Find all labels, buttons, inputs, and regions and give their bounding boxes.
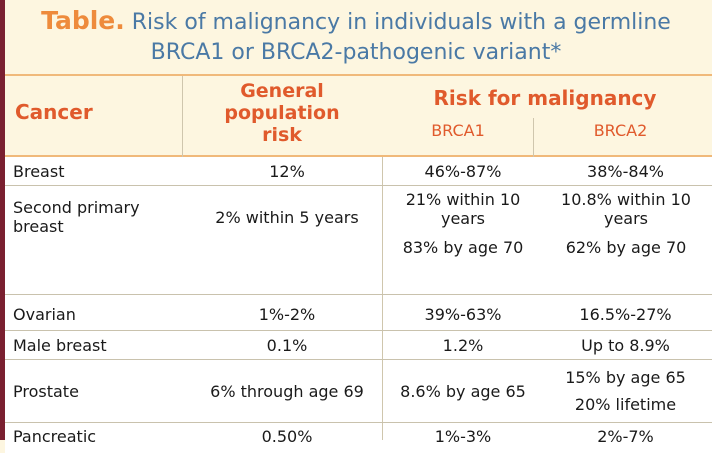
title-line-1: Table. Risk of malignancy in individuals… — [0, 6, 712, 38]
cell-general: 0.50% — [187, 423, 387, 453]
header-general-line-1: General — [240, 80, 324, 102]
cell-cancer: Second primary breast — [13, 198, 140, 236]
cell-cancer: Breast — [13, 161, 65, 181]
cell-text: 10.8% within 10 years — [561, 190, 691, 228]
cell-brca2: Up to 8.9% — [539, 331, 712, 359]
cell-text: 38%-84% — [587, 161, 664, 181]
cell-text: 62% by age 70 — [565, 238, 687, 257]
cell-cancer: Male breast — [13, 335, 107, 355]
cell-text: 2% within 5 years — [215, 208, 359, 227]
cell-text: 15% by age 65 — [565, 368, 686, 387]
title-text-1: Risk of malignancy in individuals with a… — [131, 10, 671, 35]
cell-text: 12% — [269, 161, 305, 181]
cell-general: 1%-2% — [187, 295, 387, 330]
cell-text: 39%-63% — [424, 305, 502, 324]
cell-cancer: Prostate — [13, 381, 79, 401]
header-general-population-risk: General population risk — [182, 80, 382, 146]
cell-brca1: 8.6% by age 65 — [388, 360, 538, 422]
title-lead: Table. — [41, 6, 125, 35]
cell-brca1: 39%-63% — [388, 295, 538, 330]
table-body: Breast 12% 46%-87% 38%-84% Second primar… — [5, 157, 712, 453]
header-brca1: BRCA1 — [431, 121, 485, 140]
cell-text: 0.50% — [261, 427, 313, 446]
column-divider-2 — [382, 157, 383, 440]
cell-general: 2% within 5 years — [187, 186, 387, 294]
cell-brca1: 1.2% — [388, 331, 538, 359]
header-general-line-3: risk — [262, 124, 302, 146]
table-row: Breast 12% 46%-87% 38%-84% — [5, 157, 712, 186]
left-accent-bar — [0, 0, 5, 440]
cell-text: 1%-2% — [258, 305, 316, 324]
cell-text: 83% by age 70 — [402, 238, 524, 257]
cell-brca1: 46%-87% — [388, 157, 538, 185]
table-row: Pancreatic 0.50% 1%-3% 2%-7% — [5, 423, 712, 453]
header-bottom-rule — [5, 155, 712, 157]
table-row: Second primary breast 2% within 5 years … — [5, 186, 712, 295]
table-row: Male breast 0.1% 1.2% Up to 8.9% — [5, 331, 712, 360]
cell-general: 12% — [187, 157, 387, 185]
cell-text: 16.5%-27% — [579, 305, 672, 324]
cell-brca2: 38%-84% — [539, 157, 712, 185]
header-brca2: BRCA2 — [593, 121, 648, 140]
cell-cancer: Pancreatic — [13, 427, 97, 446]
header-cancer: Cancer — [15, 100, 93, 124]
table-row: Prostate 6% through age 69 8.6% by age 6… — [5, 360, 712, 423]
cell-brca1: 1%-3% — [388, 423, 538, 453]
cell-text: 0.1% — [266, 335, 308, 355]
cell-brca2: 15% by age 65 20% lifetime — [539, 360, 712, 422]
cell-text: 1.2% — [442, 335, 484, 355]
cell-text: 2%-7% — [597, 427, 654, 446]
cell-text: Up to 8.9% — [581, 335, 670, 355]
cell-text: 21% within 10 years — [405, 190, 521, 228]
header-risk-for-malignancy: Risk for malignancy — [433, 86, 657, 110]
cell-brca1: 21% within 10 years 83% by age 70 — [398, 186, 528, 294]
cell-text: 1%-3% — [434, 427, 492, 446]
table-row: Ovarian 1%-2% 39%-63% 16.5%-27% — [5, 295, 712, 331]
cell-brca2: 16.5%-27% — [539, 295, 712, 330]
cell-text: 46%-87% — [424, 161, 502, 181]
header-general-line-2: population — [224, 102, 340, 124]
cell-brca2: 10.8% within 10 years 62% by age 70 — [556, 186, 696, 294]
cell-text: 6% through age 69 — [210, 381, 364, 401]
title-line-2: BRCA1 or BRCA2-pathogenic variant* — [150, 40, 562, 65]
header-top-rule — [5, 74, 712, 76]
cell-text: 8.6% by age 65 — [400, 381, 526, 401]
cell-brca2: 2%-7% — [539, 423, 712, 453]
cell-cancer: Ovarian — [13, 305, 76, 324]
cell-general: 0.1% — [187, 331, 387, 359]
cell-text: 20% lifetime — [574, 395, 677, 414]
cell-general: 6% through age 69 — [202, 360, 372, 422]
table-title: Table. Risk of malignancy in individuals… — [0, 6, 712, 68]
